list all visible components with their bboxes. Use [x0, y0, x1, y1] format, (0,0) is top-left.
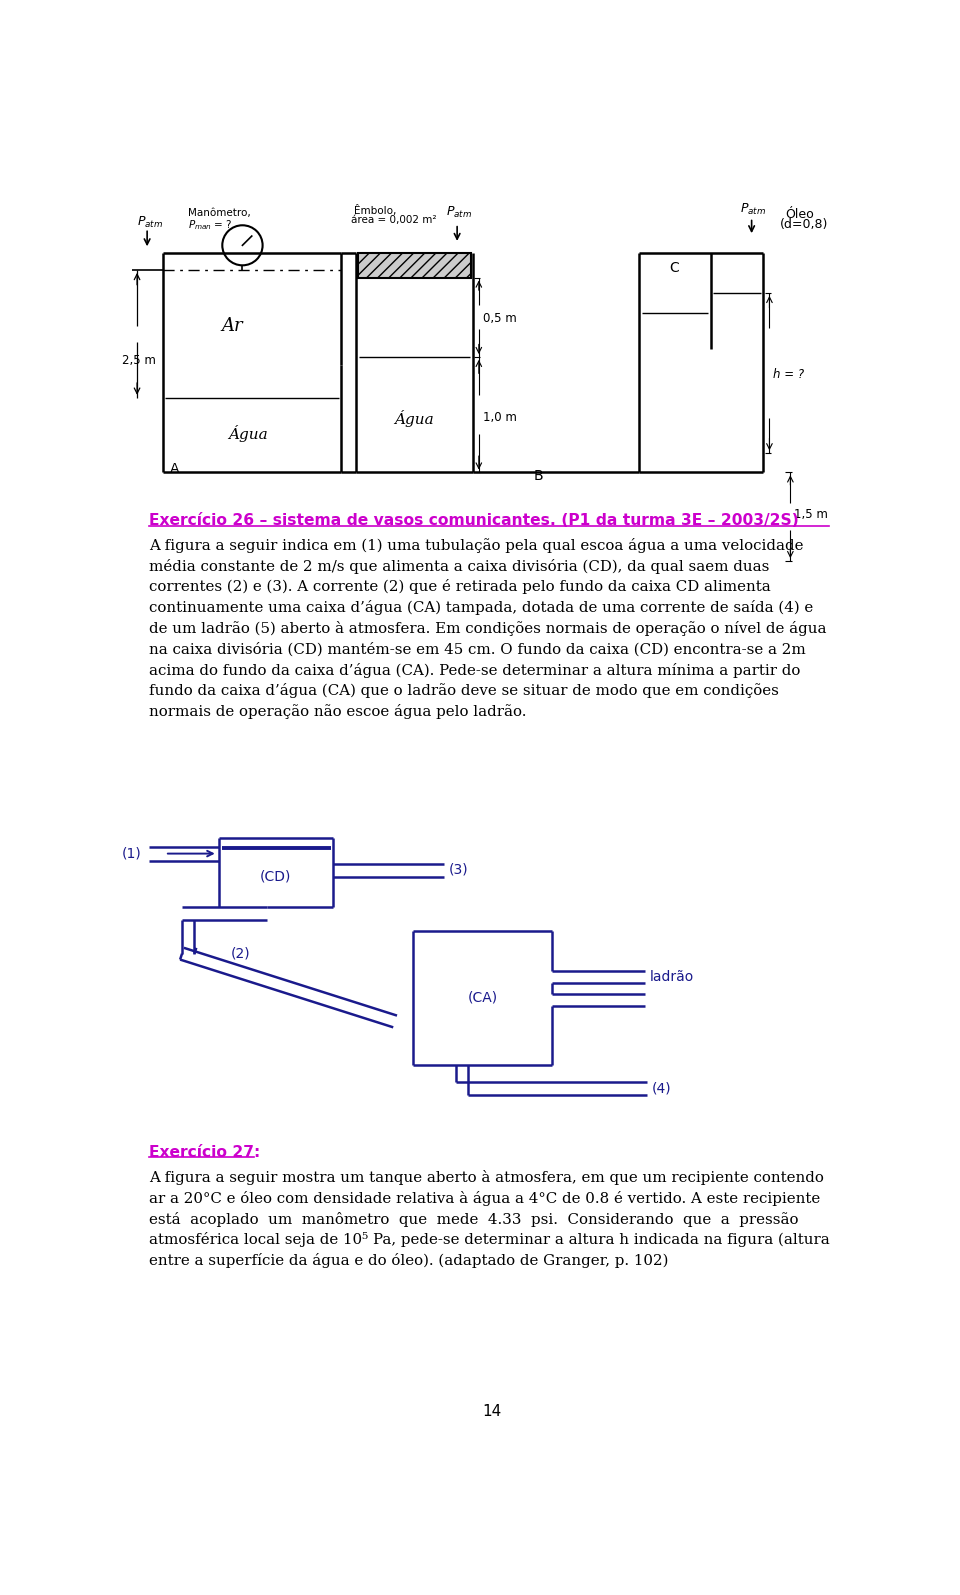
Bar — [358, 254, 471, 278]
Text: C: C — [669, 260, 679, 274]
Text: A figura a seguir mostra um tanque aberto à atmosfera, em que um recipiente cont: A figura a seguir mostra um tanque abert… — [150, 1171, 825, 1185]
Text: $P_{atm}$: $P_{atm}$ — [740, 203, 766, 217]
Text: 0,5 m: 0,5 m — [483, 313, 516, 325]
Text: (CD): (CD) — [260, 869, 292, 884]
Text: (1): (1) — [122, 847, 142, 861]
Text: 2,5 m: 2,5 m — [123, 354, 156, 367]
Text: Manômetro,: Manômetro, — [188, 209, 251, 219]
Text: Óleo: Óleo — [785, 209, 814, 222]
Text: na caixa divisória (CD) mantém-se em 45 cm. O fundo da caixa (CD) encontra-se a : na caixa divisória (CD) mantém-se em 45 … — [150, 641, 806, 656]
Text: $P_{atm}$: $P_{atm}$ — [137, 214, 163, 230]
Text: Exercício 26 – sistema de vasos comunicantes. (P1 da turma 3E – 2003/2S): Exercício 26 – sistema de vasos comunica… — [150, 514, 800, 528]
Text: área = 0,002 m²: área = 0,002 m² — [351, 214, 437, 225]
Text: normais de operação não escoe água pelo ladrão.: normais de operação não escoe água pelo … — [150, 705, 527, 719]
Text: Água: Água — [395, 410, 434, 427]
Text: h = ?: h = ? — [774, 368, 804, 381]
Text: $P_{man}$ = ?: $P_{man}$ = ? — [188, 219, 233, 233]
Text: Ar: Ar — [222, 317, 243, 335]
Text: (2): (2) — [230, 947, 250, 960]
Text: correntes (2) e (3). A corrente (2) que é retirada pelo fundo da caixa CD alimen: correntes (2) e (3). A corrente (2) que … — [150, 579, 771, 595]
Text: 14: 14 — [482, 1404, 502, 1420]
Text: ar a 20°C e óleo com densidade relativa à água a 4°C de 0.8 é vertido. A este re: ar a 20°C e óleo com densidade relativa … — [150, 1191, 821, 1206]
Text: fundo da caixa d’água (CA) que o ladrão deve se situar de modo que em condições: fundo da caixa d’água (CA) que o ladrão … — [150, 683, 780, 699]
Text: continuamente uma caixa d’água (CA) tampada, dotada de uma corrente de saída (4): continuamente uma caixa d’água (CA) tamp… — [150, 600, 814, 616]
Text: (d=0,8): (d=0,8) — [780, 219, 828, 231]
Text: (4): (4) — [652, 1081, 671, 1096]
Text: 1,5 m: 1,5 m — [794, 509, 828, 522]
Text: ladrão: ladrão — [650, 970, 694, 984]
Text: está  acoplado  um  manômetro  que  mede  4.33  psi.  Considerando  que  a  pres: está acoplado um manômetro que mede 4.33… — [150, 1212, 799, 1227]
Text: A figura a seguir indica em (1) uma tubulação pela qual escoa água a uma velocid: A figura a seguir indica em (1) uma tubu… — [150, 538, 804, 553]
Text: de um ladrão (5) aberto à atmosfera. Em condições normais de operação o nível de: de um ladrão (5) aberto à atmosfera. Em … — [150, 620, 827, 636]
Text: média constante de 2 m/s que alimenta a caixa divisória (CD), da qual saem duas: média constante de 2 m/s que alimenta a … — [150, 558, 770, 574]
Text: B: B — [534, 469, 543, 483]
Text: atmosférica local seja de 10⁵ Pa, pede-se determinar a altura h indicada na figu: atmosférica local seja de 10⁵ Pa, pede-s… — [150, 1233, 830, 1247]
Text: Êmbolo,: Êmbolo, — [354, 206, 396, 217]
Text: acima do fundo da caixa d’água (CA). Pede-se determinar a altura mínima a partir: acima do fundo da caixa d’água (CA). Ped… — [150, 662, 801, 678]
Text: 1,0 m: 1,0 m — [483, 410, 516, 424]
Text: (CA): (CA) — [468, 990, 498, 1005]
Text: entre a superfície da água e do óleo). (adaptado de Granger, p. 102): entre a superfície da água e do óleo). (… — [150, 1254, 669, 1268]
Text: Exercício 27:: Exercício 27: — [150, 1145, 261, 1160]
Text: (3): (3) — [448, 863, 468, 877]
Text: A: A — [170, 463, 179, 477]
Text: Água: Água — [228, 426, 268, 442]
Text: $P_{atm}$: $P_{atm}$ — [445, 206, 471, 220]
